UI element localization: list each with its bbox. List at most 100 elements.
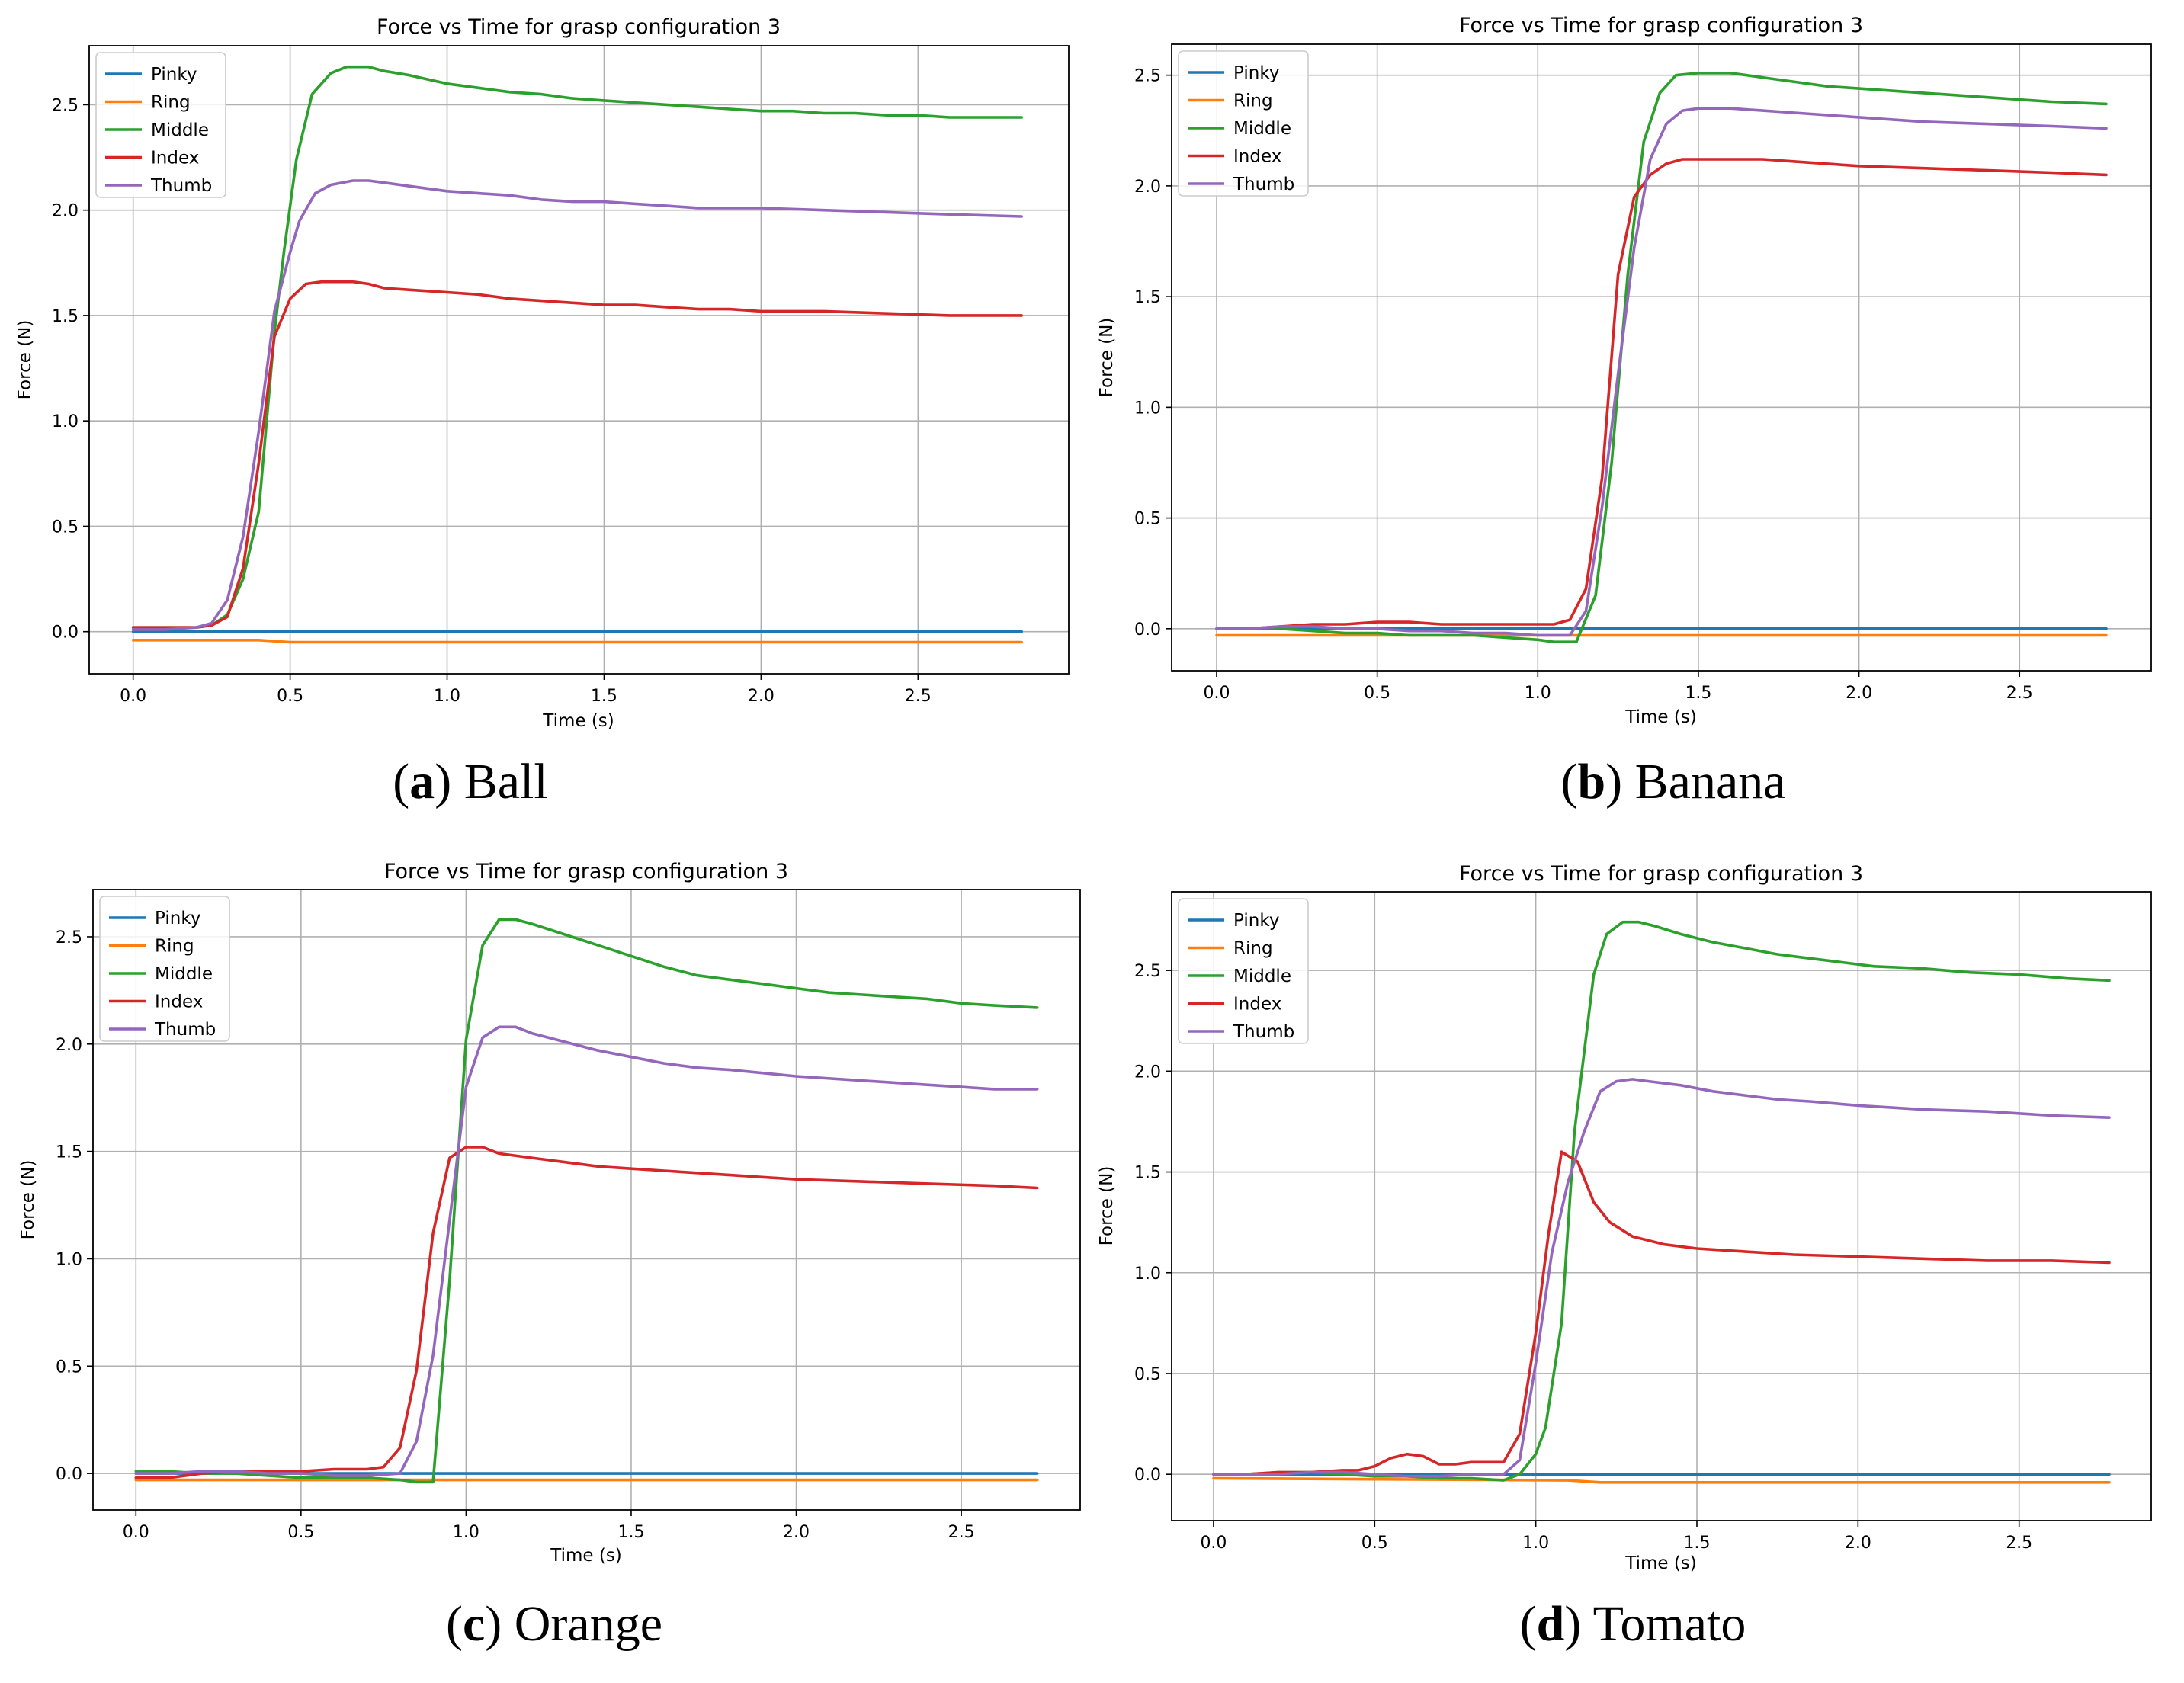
x-tick-label: 2.5 (948, 1523, 975, 1542)
x-tick-label: 1.0 (434, 687, 460, 706)
legend-label-pinky: Pinky (1233, 63, 1279, 83)
x-tick-label: 0.5 (1361, 1534, 1388, 1553)
y-tick-label: 0.5 (1134, 510, 1161, 529)
legend-box (1178, 898, 1309, 1044)
panel-c-caption: (c) Orange (446, 1596, 662, 1652)
x-tick-label: 1.5 (617, 1523, 644, 1542)
y-tick-label: 0.0 (56, 1465, 82, 1484)
panel-d-caption: (d) Tomato (1520, 1596, 1746, 1652)
legend-label-pinky: Pinky (151, 65, 197, 85)
panel-b-x-axis-label: Time (s) (1624, 707, 1697, 727)
series-line-index (131, 280, 1023, 630)
legend-label-index: Index (151, 149, 199, 168)
x-tick-label: 2.5 (2006, 1534, 2032, 1553)
series-line-middle (134, 918, 1039, 1484)
panel-a-x-axis-label: Time (s) (542, 711, 614, 731)
panel-c-grid (93, 890, 1080, 1510)
series-line-thumb (1215, 107, 2108, 637)
x-tick-label: 2.0 (783, 1523, 810, 1542)
legend-label-thumb: Thumb (1233, 1022, 1294, 1042)
y-tick-label: 2.5 (52, 96, 79, 115)
x-tick-label: 2.0 (748, 687, 775, 706)
y-tick-label: 0.5 (52, 518, 79, 537)
panel-d-axes-frame (1171, 891, 2152, 1521)
panel-c-legend: Pinky Ring Middle Index Thumb (99, 896, 230, 1042)
y-tick-label: 2.0 (1134, 1063, 1161, 1082)
panel-d-series-group (1212, 920, 2111, 1484)
x-tick-label: 1.5 (1683, 1534, 1710, 1553)
legend-box (1178, 50, 1309, 197)
panel-d-legend: Pinky Ring Middle Index Thumb (1178, 898, 1309, 1044)
y-tick-label: 0.0 (1134, 620, 1161, 640)
panel-b-legend: Pinky Ring Middle Index Thumb (1178, 50, 1309, 197)
legend-label-middle: Middle (1233, 119, 1291, 139)
panel-c-x-axis-label: Time (s) (550, 1546, 622, 1566)
panel-b-axes-frame (1171, 43, 2152, 672)
panel-b-caption: (b) Banana (1560, 754, 1785, 809)
x-tick-label: 2.0 (1845, 1534, 1871, 1553)
panel-a-series-group (131, 65, 1023, 644)
panel-c: 0.0 0.5 1.0 1.5 2.0 2.5 0.0 0.5 1.0 1.5 2.0 2.5 Forc… (18, 860, 1081, 1652)
x-tick-label: 1.0 (1525, 684, 1551, 703)
legend-label-pinky: Pinky (155, 909, 200, 928)
panel-c-y-axis-label: Force (N) (18, 1160, 38, 1240)
y-tick-label: 1.0 (56, 1250, 82, 1269)
series-line-middle (131, 65, 1023, 630)
series-line-index (134, 1146, 1039, 1479)
y-tick-label: 0.5 (56, 1358, 82, 1377)
legend-label-index: Index (1233, 147, 1281, 167)
x-tick-label: 0.5 (277, 687, 303, 706)
x-tick-label: 0.0 (123, 1523, 149, 1542)
series-line-ring (131, 638, 1023, 644)
x-tick-label: 1.5 (591, 687, 617, 706)
panel-a-legend: Pinky Ring Middle Index Thumb (95, 52, 226, 198)
y-tick-label: 2.5 (1134, 67, 1161, 86)
panel-a: 0.0 0.5 1.0 1.5 2.0 2.5 0.0 0.5 1.0 1.5 2.0 2.5 Forc… (15, 15, 1070, 809)
series-line-index (1215, 158, 2108, 630)
x-tick-label: 0.0 (120, 687, 146, 706)
y-tick-label: 2.5 (56, 928, 82, 947)
panel-d: 0.0 0.5 1.0 1.5 2.0 2.5 0.0 0.5 1.0 1.5 2.0 2.5 Forc… (1097, 862, 2152, 1652)
panel-c-series-group (134, 918, 1039, 1484)
y-tick-label: 0.0 (1134, 1466, 1161, 1485)
panel-d-y-axis-label: Force (N) (1097, 1166, 1117, 1246)
y-tick-label: 2.0 (52, 202, 79, 221)
x-tick-label: 1.0 (453, 1523, 479, 1542)
series-line-thumb (134, 1025, 1039, 1477)
legend-label-middle: Middle (1233, 967, 1291, 986)
x-tick-label: 2.5 (905, 687, 932, 706)
x-tick-label: 2.5 (2006, 684, 2033, 703)
legend-label-index: Index (1233, 995, 1281, 1015)
panel-a-title: Force vs Time for grasp configuration 3 (377, 15, 781, 39)
series-line-ring (1212, 1476, 2111, 1484)
panel-b: 0.0 0.5 1.0 1.5 2.0 2.5 0.0 0.5 1.0 1.5 2.0 2.5 Forc… (1097, 14, 2152, 809)
y-tick-label: 0.5 (1134, 1365, 1161, 1384)
panel-a-axes-frame (88, 45, 1070, 675)
panel-a-caption: (a) Ball (393, 754, 547, 809)
panel-a-y-axis-label: Force (N) (15, 320, 35, 400)
legend-label-ring: Ring (1233, 939, 1273, 959)
x-tick-label: 1.0 (1522, 1534, 1549, 1553)
y-tick-label: 1.0 (52, 412, 79, 431)
y-tick-label: 2.5 (1134, 962, 1161, 981)
legend-label-middle: Middle (155, 964, 213, 984)
series-line-thumb (1212, 1078, 2111, 1478)
y-tick-label: 1.5 (52, 307, 79, 326)
legend-label-thumb: Thumb (1233, 175, 1294, 194)
panel-c-axes-frame (92, 889, 1081, 1511)
legend-label-ring: Ring (155, 937, 194, 957)
y-tick-label: 1.0 (1134, 399, 1161, 418)
legend-label-thumb: Thumb (150, 176, 212, 196)
y-tick-label: 1.5 (1134, 1164, 1161, 1183)
x-tick-label: 0.0 (1200, 1534, 1227, 1553)
y-tick-label: 1.5 (56, 1143, 82, 1162)
panel-d-title: Force vs Time for grasp configuration 3 (1459, 862, 1863, 886)
series-line-middle (1212, 920, 2111, 1482)
panel-b-series-group (1215, 72, 2108, 644)
y-tick-label: 1.0 (1134, 1265, 1161, 1284)
legend-label-pinky: Pinky (1233, 911, 1279, 931)
series-line-thumb (131, 179, 1023, 631)
legend-box (99, 896, 230, 1042)
